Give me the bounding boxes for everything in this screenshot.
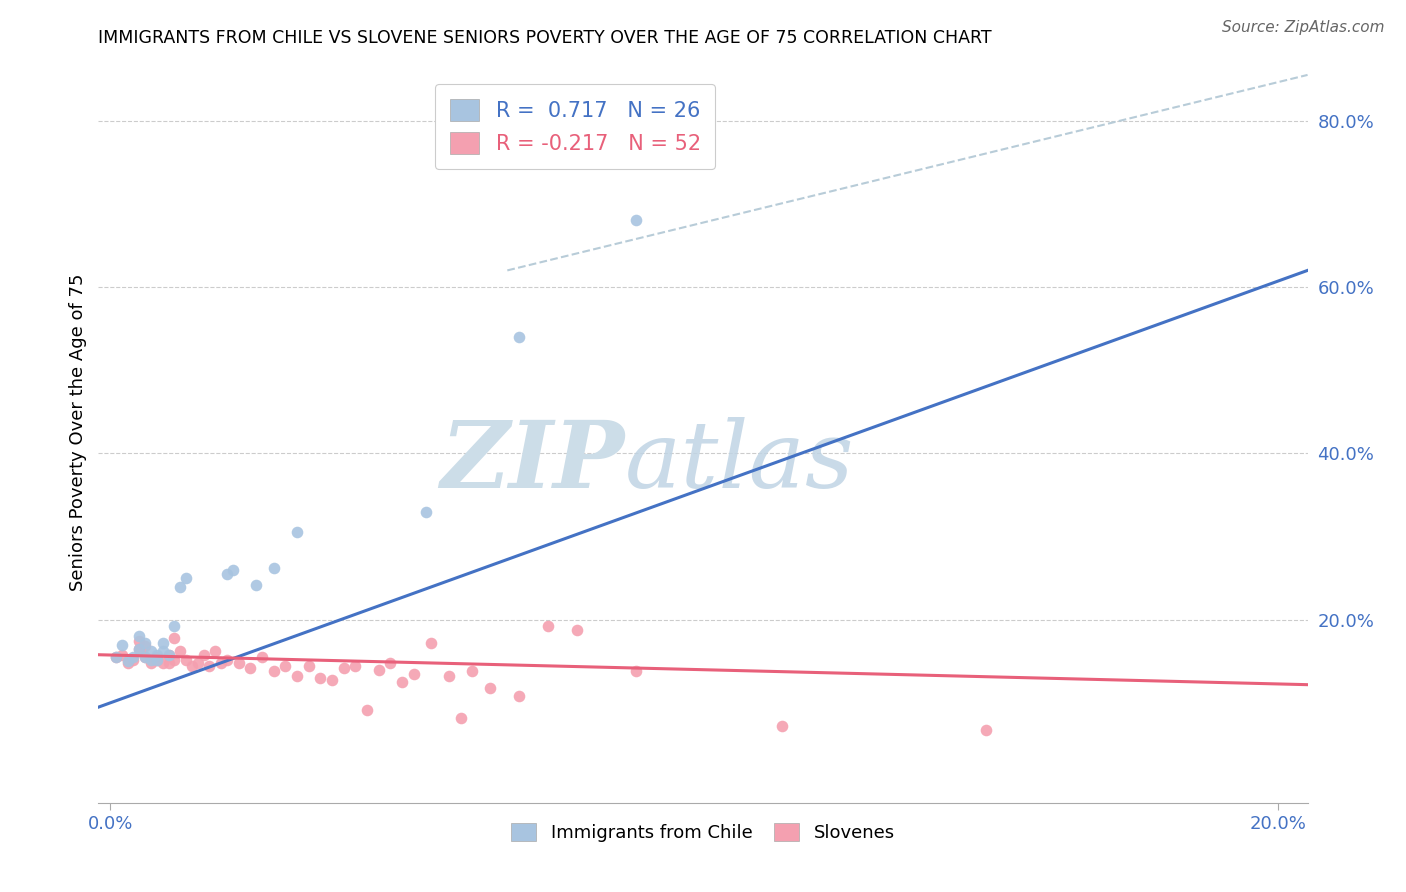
Point [415, 505, 437, 519]
Point [122, 650, 145, 665]
Point [380, 656, 402, 670]
Point [128, 641, 150, 656]
Point [134, 636, 156, 650]
Point [174, 653, 197, 667]
Point [204, 644, 226, 658]
Point [157, 648, 180, 662]
Point [263, 561, 285, 575]
Point [537, 619, 560, 633]
Point [285, 525, 308, 540]
Point [285, 669, 308, 683]
Point [367, 663, 389, 677]
Point [111, 648, 134, 662]
Point [770, 719, 793, 733]
Point [146, 653, 169, 667]
Point [344, 658, 367, 673]
Point [146, 650, 169, 665]
Point [391, 675, 413, 690]
Point [152, 644, 174, 658]
Point [139, 644, 162, 658]
Text: ZIP: ZIP [440, 417, 624, 508]
Point [128, 629, 150, 643]
Point [187, 656, 209, 670]
Point [128, 633, 150, 648]
Point [274, 658, 297, 673]
Point [163, 631, 186, 645]
Point [508, 330, 530, 344]
Point [139, 656, 162, 670]
Point [309, 671, 332, 685]
Point [298, 658, 321, 673]
Point [321, 673, 343, 687]
Point [163, 619, 186, 633]
Point [128, 641, 150, 656]
Point [222, 563, 245, 577]
Point [567, 623, 589, 637]
Point [215, 653, 238, 667]
Point [122, 653, 145, 667]
Y-axis label: Seniors Poverty Over the Age of 75: Seniors Poverty Over the Age of 75 [69, 274, 87, 591]
Point [152, 636, 174, 650]
Point [250, 650, 273, 665]
Point [198, 658, 221, 673]
Point [134, 650, 156, 665]
Point [117, 654, 139, 668]
Point [402, 666, 425, 681]
Point [146, 653, 169, 667]
Point [139, 653, 162, 667]
Point [215, 567, 238, 582]
Point [157, 656, 180, 670]
Point [117, 656, 139, 670]
Point [478, 681, 501, 695]
Point [624, 665, 647, 679]
Point [180, 658, 202, 673]
Point [163, 653, 186, 667]
Point [332, 661, 354, 675]
Legend: Immigrants from Chile, Slovenes: Immigrants from Chile, Slovenes [503, 815, 903, 849]
Text: Source: ZipAtlas.com: Source: ZipAtlas.com [1222, 20, 1385, 35]
Point [624, 213, 647, 227]
Point [461, 665, 484, 679]
Point [263, 665, 285, 679]
Point [169, 644, 191, 658]
Point [193, 648, 215, 662]
Point [146, 648, 169, 662]
Point [450, 711, 472, 725]
Point [245, 578, 267, 592]
Point [239, 661, 262, 675]
Point [152, 656, 174, 670]
Point [228, 656, 250, 670]
Point [169, 580, 191, 594]
Point [134, 650, 156, 665]
Text: atlas: atlas [624, 417, 853, 508]
Text: IMMIGRANTS FROM CHILE VS SLOVENE SENIORS POVERTY OVER THE AGE OF 75 CORRELATION : IMMIGRANTS FROM CHILE VS SLOVENE SENIORS… [98, 29, 993, 47]
Point [437, 669, 460, 683]
Point [174, 571, 197, 585]
Point [134, 640, 156, 654]
Point [974, 723, 997, 737]
Point [420, 636, 443, 650]
Point [104, 650, 127, 665]
Point [104, 650, 127, 665]
Point [508, 690, 530, 704]
Point [157, 648, 180, 662]
Point [209, 656, 232, 670]
Point [356, 703, 378, 717]
Point [111, 638, 134, 652]
